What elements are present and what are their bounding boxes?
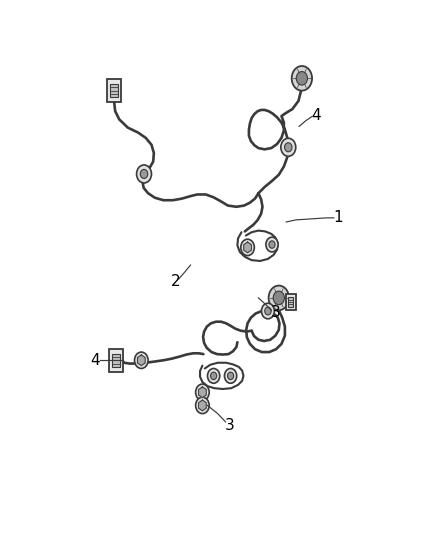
Text: 1: 1 — [333, 211, 343, 225]
Circle shape — [211, 372, 217, 379]
Circle shape — [261, 303, 274, 319]
Circle shape — [225, 368, 237, 383]
Text: 3: 3 — [271, 305, 280, 320]
FancyBboxPatch shape — [286, 294, 296, 310]
Circle shape — [266, 237, 278, 252]
Circle shape — [296, 71, 307, 85]
Circle shape — [196, 384, 209, 400]
FancyBboxPatch shape — [109, 349, 123, 372]
Circle shape — [227, 372, 233, 379]
Circle shape — [265, 307, 271, 315]
Circle shape — [273, 291, 284, 305]
Circle shape — [269, 241, 275, 248]
Circle shape — [208, 368, 220, 383]
Circle shape — [140, 169, 148, 179]
Circle shape — [241, 239, 254, 256]
Text: 3: 3 — [225, 418, 234, 433]
Circle shape — [292, 66, 312, 91]
Text: 4: 4 — [311, 108, 321, 123]
Circle shape — [285, 143, 292, 152]
Polygon shape — [198, 387, 206, 398]
Text: 2: 2 — [170, 274, 180, 289]
Polygon shape — [198, 400, 206, 411]
FancyBboxPatch shape — [288, 297, 293, 307]
Polygon shape — [244, 242, 251, 253]
Circle shape — [134, 352, 148, 368]
Circle shape — [281, 138, 296, 156]
FancyBboxPatch shape — [110, 84, 118, 98]
FancyBboxPatch shape — [107, 79, 121, 102]
FancyBboxPatch shape — [112, 353, 120, 367]
Polygon shape — [138, 355, 145, 366]
Text: 4: 4 — [90, 353, 99, 368]
Circle shape — [137, 165, 152, 183]
Circle shape — [268, 286, 289, 310]
Circle shape — [196, 397, 209, 414]
